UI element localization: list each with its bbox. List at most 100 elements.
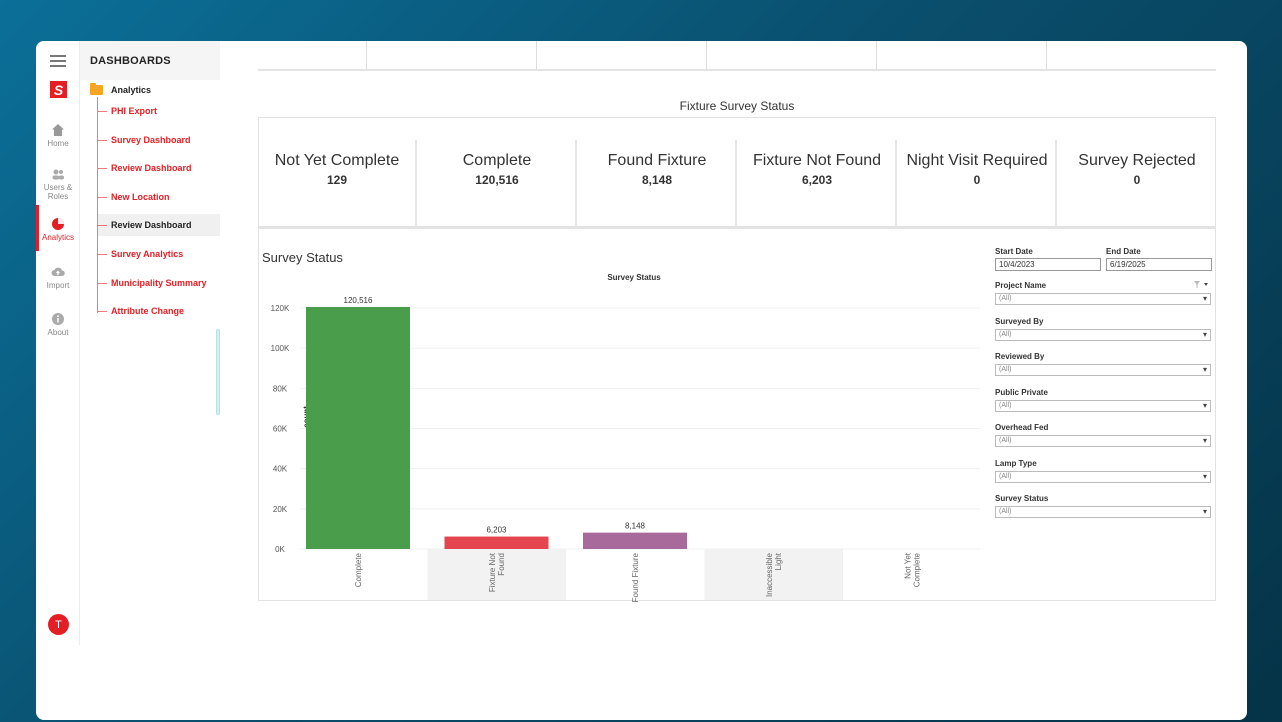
pie-chart-icon: [52, 218, 64, 230]
filter-icon[interactable]: [1194, 281, 1210, 289]
kpi-label: Night Visit Required: [906, 152, 1048, 169]
bar-fixture-not-found: [444, 536, 549, 549]
icon-rail: S Home Users & Roles Analytics Import Ab…: [36, 41, 80, 645]
cloud-upload-icon: [51, 267, 65, 276]
kpi-panel: Not Yet Complete 129 Complete 120,516 Fo…: [258, 117, 1216, 227]
tree-line: [97, 97, 98, 313]
dashboard-nav: DASHBOARDS Analytics PHI Export Survey D…: [80, 41, 220, 645]
home-icon: [52, 124, 64, 136]
nav-folder-label: Analytics: [111, 85, 152, 95]
overhead-fed-label: Overhead Fed: [995, 423, 1049, 432]
rail-item-label-line2: Roles: [47, 192, 69, 201]
nav-item-review-dashboard[interactable]: Review Dashboard: [98, 157, 220, 179]
rail-item-home[interactable]: Home: [36, 123, 80, 148]
overhead-fed-select[interactable]: (All): [995, 435, 1211, 447]
bar-complete: [306, 306, 410, 549]
x-tick-label: Light: [774, 552, 783, 570]
project-name-select[interactable]: (All): [995, 293, 1211, 305]
y-tick-label: 100K: [271, 344, 290, 353]
kpi-value: 120,516: [475, 173, 519, 187]
nav-item-survey-analytics[interactable]: Survey Analytics: [98, 243, 220, 265]
nav-item-survey-dashboard[interactable]: Survey Dashboard: [98, 129, 220, 151]
rail-item-about[interactable]: About: [36, 312, 80, 337]
kpi-label: Found Fixture: [607, 152, 707, 169]
kpi-not-yet-complete: Not Yet Complete 129: [259, 140, 417, 226]
chart-panel-title: Survey Status: [262, 250, 343, 265]
y-tick-label: 120K: [271, 304, 290, 313]
start-date-label: Start Date: [995, 247, 1033, 256]
surveyed-by-label: Surveyed By: [995, 317, 1044, 326]
data-label: 6,203: [486, 526, 507, 535]
end-date-input[interactable]: 6/19/2025: [1106, 258, 1212, 271]
data-label: 8,148: [625, 522, 646, 531]
rail-item-label: Users &: [43, 183, 73, 192]
chart-panel: [258, 227, 1216, 601]
x-tick-label: Inaccessible: [765, 552, 774, 597]
y-tick-label: 20K: [273, 505, 288, 514]
x-tick-label: Found: [497, 553, 506, 576]
kpi-label: Survey Rejected: [1078, 152, 1196, 169]
nav-item-attribute-change[interactable]: Attribute Change: [98, 300, 220, 322]
nav-header: DASHBOARDS: [80, 41, 220, 80]
user-avatar[interactable]: T: [48, 614, 69, 635]
kpi-label: Not Yet Complete: [274, 152, 400, 169]
kpi-survey-rejected: Survey Rejected 0: [1059, 140, 1215, 226]
end-date-label: End Date: [1106, 247, 1141, 256]
kpi-complete: Complete 120,516: [419, 140, 577, 226]
x-tick-label: Found Fixture: [631, 552, 640, 602]
nav-scrollbar[interactable]: [216, 329, 220, 415]
folder-icon: [90, 83, 103, 95]
project-name-label: Project Name: [995, 281, 1047, 290]
public-private-select[interactable]: (All): [995, 400, 1211, 412]
survey-status-label: Survey Status: [995, 494, 1049, 503]
rail-item-users-roles[interactable]: Users & Roles: [36, 167, 80, 201]
kpi-night-visit-required: Night Visit Required 0: [899, 140, 1057, 226]
nav-folder-analytics[interactable]: Analytics: [90, 83, 152, 95]
nav-item-new-location[interactable]: New Location: [98, 186, 220, 208]
rail-item-import[interactable]: Import: [36, 265, 80, 290]
start-date-input[interactable]: 10/4/2023: [995, 258, 1101, 271]
y-tick-label: 80K: [273, 384, 288, 393]
rail-item-label: Home: [47, 139, 69, 148]
rail-item-analytics[interactable]: Analytics: [36, 205, 80, 251]
hamburger-menu-icon[interactable]: [50, 55, 66, 67]
nav-item-review-dashboard-selected[interactable]: Review Dashboard: [98, 214, 220, 236]
app-logo: S: [50, 81, 67, 98]
category-band: [427, 549, 566, 600]
app-window: S Home Users & Roles Analytics Import Ab…: [36, 41, 1247, 720]
public-private-label: Public Private: [995, 388, 1048, 397]
x-tick-label: Fixture Not: [488, 552, 497, 592]
chart-title: Survey Status: [607, 273, 661, 282]
reviewed-by-select[interactable]: (All): [995, 364, 1211, 376]
survey-status-chart: Survey Status0K20K40K60K80K100K120Kcount…: [271, 273, 980, 602]
kpi-value: 0: [973, 173, 981, 187]
kpi-value: 6,203: [801, 173, 833, 187]
kpi-found-fixture: Found Fixture 8,148: [579, 140, 737, 226]
info-icon: [52, 313, 64, 325]
rail-item-label: Import: [46, 281, 70, 290]
reviewed-by-label: Reviewed By: [995, 352, 1045, 361]
kpi-value: 0: [1133, 173, 1141, 187]
nav-item-municipality-summary[interactable]: Municipality Summary: [98, 272, 220, 294]
y-tick-label: 40K: [273, 465, 288, 474]
data-label: 120,516: [344, 296, 373, 305]
kpi-label: Complete: [462, 152, 532, 169]
category-band: [704, 549, 843, 600]
rail-item-label: About: [47, 328, 69, 337]
kpi-fixture-not-found: Fixture Not Found 6,203: [739, 140, 897, 226]
survey-status-select[interactable]: (All): [995, 506, 1211, 518]
y-tick-label: 60K: [273, 425, 288, 434]
lamp-type-label: Lamp Type: [995, 459, 1037, 468]
section-title: Fixture Survey Status: [679, 99, 795, 113]
kpi-value: 129: [326, 173, 348, 187]
users-icon: [52, 169, 64, 180]
bar-found-fixture: [583, 532, 687, 549]
nav-item-phi-export[interactable]: PHI Export: [98, 100, 220, 122]
x-tick-label: Complete: [354, 552, 363, 587]
dashboard-content: Fixture Survey Status Not Yet Complete 1…: [220, 41, 1247, 645]
kpi-value: 8,148: [641, 173, 673, 187]
surveyed-by-select[interactable]: (All): [995, 329, 1211, 341]
lamp-type-select[interactable]: (All): [995, 471, 1211, 483]
x-tick-label: Not Yet: [904, 552, 913, 579]
rail-item-label: Analytics: [41, 233, 74, 242]
